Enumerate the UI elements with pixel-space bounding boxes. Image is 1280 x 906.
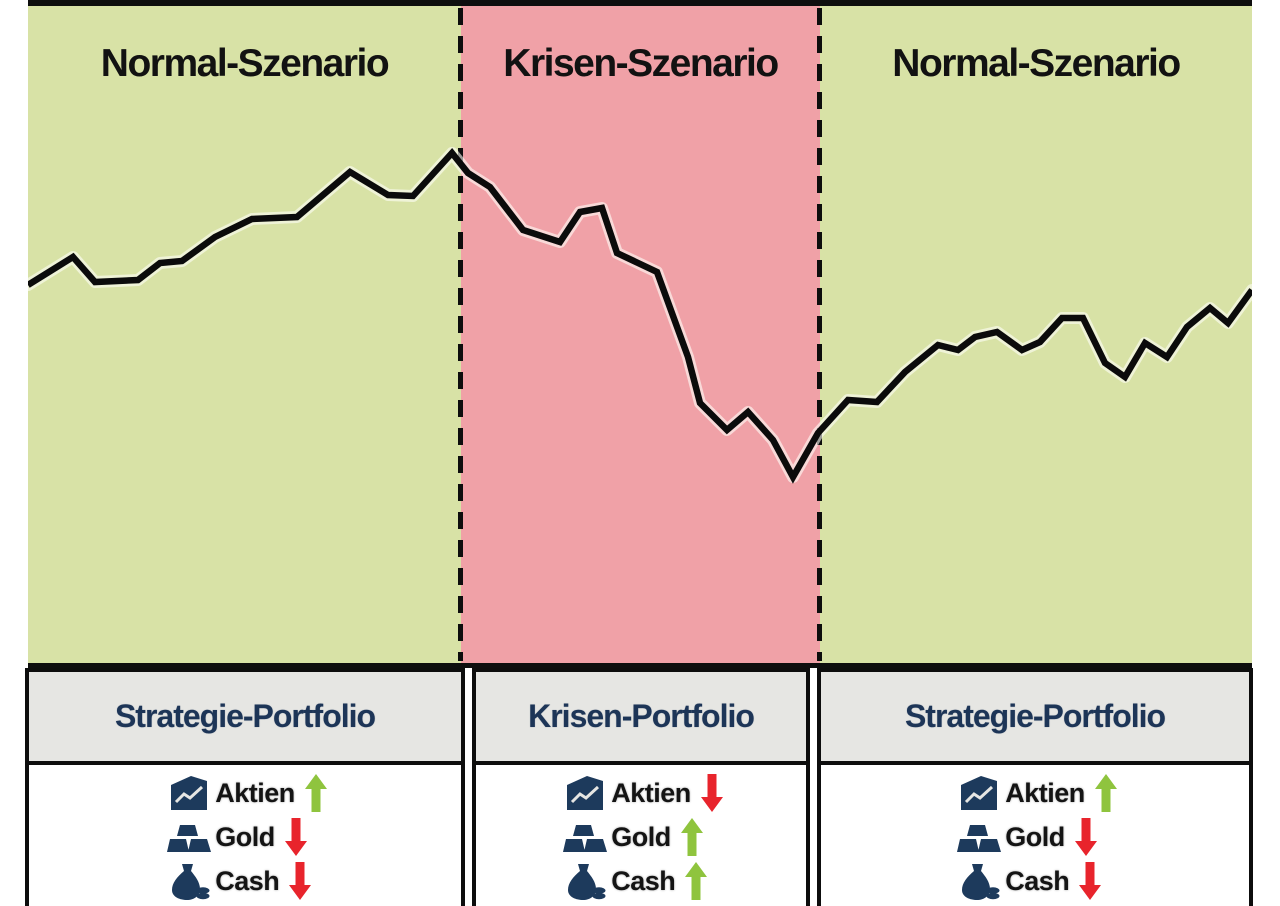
stocks-icon	[163, 775, 215, 811]
asset-name: Aktien	[611, 777, 691, 808]
gold-bars-icon	[559, 820, 611, 854]
asset-name: Aktien	[215, 777, 295, 808]
trend-arrow-icon	[685, 862, 708, 900]
asset-row: Cash	[559, 859, 708, 903]
trend-arrow-icon	[1074, 818, 1097, 856]
asset-row: Gold	[163, 815, 307, 859]
crisis-divider-left	[458, 8, 463, 661]
money-bag-icon	[953, 862, 1005, 900]
market-chart-area: Normal-Szenario Krisen-Szenario Normal-S…	[28, 0, 1252, 668]
asset-list: Aktien Gold	[29, 765, 461, 903]
trend-arrow-icon	[304, 774, 327, 812]
asset-name: Cash	[1005, 865, 1070, 896]
asset-row: Gold	[559, 815, 703, 859]
money-bag-icon	[559, 862, 611, 900]
portfolio-title: Krisen-Portfolio	[476, 668, 806, 765]
trend-arrow-icon	[1079, 862, 1102, 900]
asset-row: Aktien	[953, 771, 1117, 815]
asset-name: Cash	[611, 865, 676, 896]
asset-name: Gold	[215, 821, 275, 852]
asset-row: Cash	[953, 859, 1102, 903]
portfolio-column-krisen: Krisen-Portfolio Aktien Gold	[472, 668, 810, 906]
portfolio-column-strategie-right: Strategie-Portfolio Aktien Gold	[817, 668, 1253, 906]
stocks-icon	[559, 775, 611, 811]
asset-list: Aktien Gold	[821, 765, 1249, 903]
asset-row: Aktien	[163, 771, 327, 815]
asset-row: Cash	[163, 859, 312, 903]
scenario-label-krise: Krisen-Szenario	[503, 42, 779, 85]
asset-name: Gold	[1005, 821, 1065, 852]
money-bag-icon	[163, 862, 215, 900]
scenario-label-normal-right: Normal-Szenario	[892, 42, 1181, 85]
stocks-icon	[953, 775, 1005, 811]
trend-arrow-icon	[284, 818, 307, 856]
normal-scenario-band-left	[28, 6, 461, 663]
crisis-divider-right	[817, 8, 822, 661]
scenario-label-normal-left: Normal-Szenario	[100, 42, 390, 85]
portfolio-title: Strategie-Portfolio	[29, 668, 461, 765]
normal-scenario-band-right	[820, 6, 1252, 663]
asset-list: Aktien Gold	[476, 765, 806, 903]
asset-name: Cash	[215, 865, 280, 896]
trend-arrow-icon	[289, 862, 312, 900]
asset-row: Gold	[953, 815, 1097, 859]
trend-arrow-icon	[1094, 774, 1117, 812]
portfolio-column-strategie-left: Strategie-Portfolio Aktien Gold	[25, 668, 465, 906]
crisis-scenario-band	[461, 6, 820, 663]
gold-bars-icon	[163, 820, 215, 854]
portfolio-title: Strategie-Portfolio	[821, 668, 1249, 765]
asset-name: Aktien	[1005, 777, 1085, 808]
asset-row: Aktien	[559, 771, 723, 815]
trend-arrow-icon	[700, 774, 723, 812]
asset-name: Gold	[611, 821, 671, 852]
gold-bars-icon	[953, 820, 1005, 854]
trend-arrow-icon	[680, 818, 703, 856]
